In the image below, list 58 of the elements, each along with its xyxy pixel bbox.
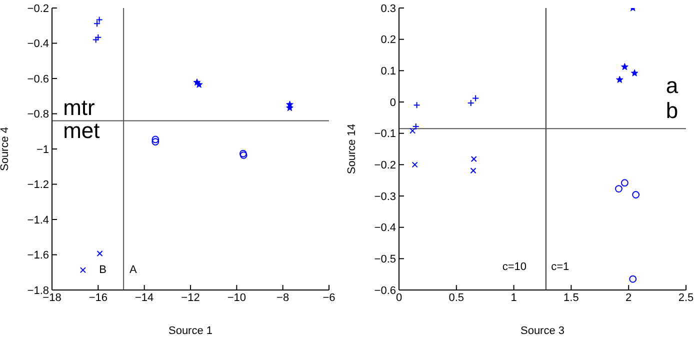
annotation: A (130, 264, 137, 276)
y-tick-label: 0.2 (380, 34, 396, 46)
x-tick-label: −6 (322, 292, 336, 304)
y-tick-label: 0.3 (380, 2, 396, 15)
y-tick-label: −0.2 (27, 2, 49, 15)
y-tick-label: 0 (390, 96, 396, 109)
y-tick-label: −0.3 (374, 190, 396, 203)
y-tick-label: −0.8 (27, 108, 49, 121)
y-tick-label: −0.4 (374, 222, 396, 234)
annotation: c=1 (551, 260, 570, 273)
x-tick-label: 2.5 (678, 292, 694, 304)
annotation: met (63, 118, 100, 144)
annotation: c=10 (502, 260, 526, 273)
x-tick-label: 1.5 (564, 292, 579, 304)
point (470, 168, 476, 174)
point (413, 102, 420, 109)
y-tick-label: −0.6 (27, 73, 49, 86)
x-tick-label: −14 (134, 292, 154, 304)
y-axis-title: Source 14 (346, 124, 358, 174)
y-tick-label: −0.1 (374, 128, 396, 140)
x-tick-label: −10 (227, 292, 246, 304)
point (412, 162, 418, 168)
point (470, 156, 477, 162)
point (152, 136, 160, 144)
point (620, 179, 628, 187)
y-tick-label: −1 (36, 144, 49, 156)
y-tick-label: −0.2 (374, 160, 396, 172)
point (472, 94, 480, 102)
y-tick-label: −0.4 (27, 38, 49, 50)
x-tick-label: −8 (276, 292, 290, 304)
point (630, 69, 638, 76)
annotation: B (99, 264, 106, 276)
x-tick-label: −12 (181, 292, 200, 304)
y-tick-label: −1.4 (27, 214, 49, 226)
x-tick-label: 2 (626, 292, 632, 304)
point (632, 191, 640, 198)
point (80, 267, 86, 274)
point (96, 250, 103, 257)
annotation: mtr (63, 95, 95, 120)
point (621, 63, 628, 70)
point (615, 185, 622, 192)
x-axis-title: Source 1 (168, 325, 213, 337)
annotation: b (666, 98, 678, 124)
x-tick-label: −16 (88, 292, 108, 304)
y-tick-label: 0.1 (380, 66, 396, 78)
y-axis-title: Source 4 (0, 126, 11, 172)
point (616, 76, 624, 83)
x-tick-label: 0.5 (448, 292, 464, 304)
point (152, 138, 160, 146)
point (629, 275, 637, 283)
y-tick-label: −1.6 (27, 250, 49, 262)
point (96, 16, 103, 24)
x-axis-title: Source 3 (520, 325, 565, 337)
y-tick-label: −0.6 (374, 284, 396, 297)
y-tick-label: −0.5 (374, 254, 396, 266)
x-tick-label: 1 (510, 292, 517, 304)
annotation: a (666, 72, 678, 98)
y-tick-label: −1.2 (27, 179, 49, 192)
